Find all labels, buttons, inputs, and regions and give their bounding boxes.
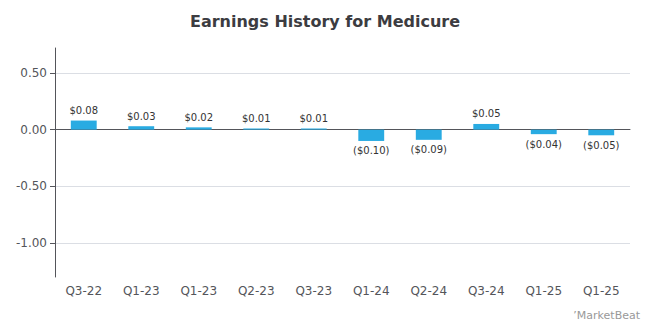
svg-text:Q3-22: Q3-22 — [65, 284, 102, 298]
svg-text:$0.08: $0.08 — [69, 105, 98, 116]
svg-text:$0.01: $0.01 — [299, 113, 328, 124]
svg-text:$0.05: $0.05 — [472, 108, 501, 119]
svg-text:Q3-23: Q3-23 — [295, 284, 332, 298]
svg-text:Q1-25: Q1-25 — [583, 284, 620, 298]
svg-text:($0.09): ($0.09) — [411, 144, 448, 155]
svg-text:Q2-24: Q2-24 — [410, 284, 447, 298]
svg-text:-0.50: -0.50 — [16, 179, 47, 193]
svg-text:’MarketBeat: ’MarketBeat — [573, 309, 640, 322]
svg-text:Q3-24: Q3-24 — [468, 284, 505, 298]
svg-text:$0.01: $0.01 — [242, 113, 271, 124]
svg-text:Q1-23: Q1-23 — [180, 284, 217, 298]
svg-text:Q1-24: Q1-24 — [353, 284, 390, 298]
svg-text:0.50: 0.50 — [20, 66, 47, 80]
svg-text:Q1-23: Q1-23 — [123, 284, 160, 298]
svg-text:($0.04): ($0.04) — [526, 139, 563, 150]
svg-text:Q1-25: Q1-25 — [525, 284, 562, 298]
svg-text:($0.05): ($0.05) — [583, 140, 620, 151]
svg-text:$0.02: $0.02 — [184, 112, 213, 123]
svg-text:Q2-23: Q2-23 — [238, 284, 275, 298]
svg-text:($0.10): ($0.10) — [353, 145, 390, 156]
svg-text:Earnings History for Medicure: Earnings History for Medicure — [190, 12, 460, 31]
svg-text:$0.03: $0.03 — [127, 111, 156, 122]
svg-text:-1.00: -1.00 — [16, 236, 47, 250]
svg-text:0.00: 0.00 — [20, 123, 47, 137]
